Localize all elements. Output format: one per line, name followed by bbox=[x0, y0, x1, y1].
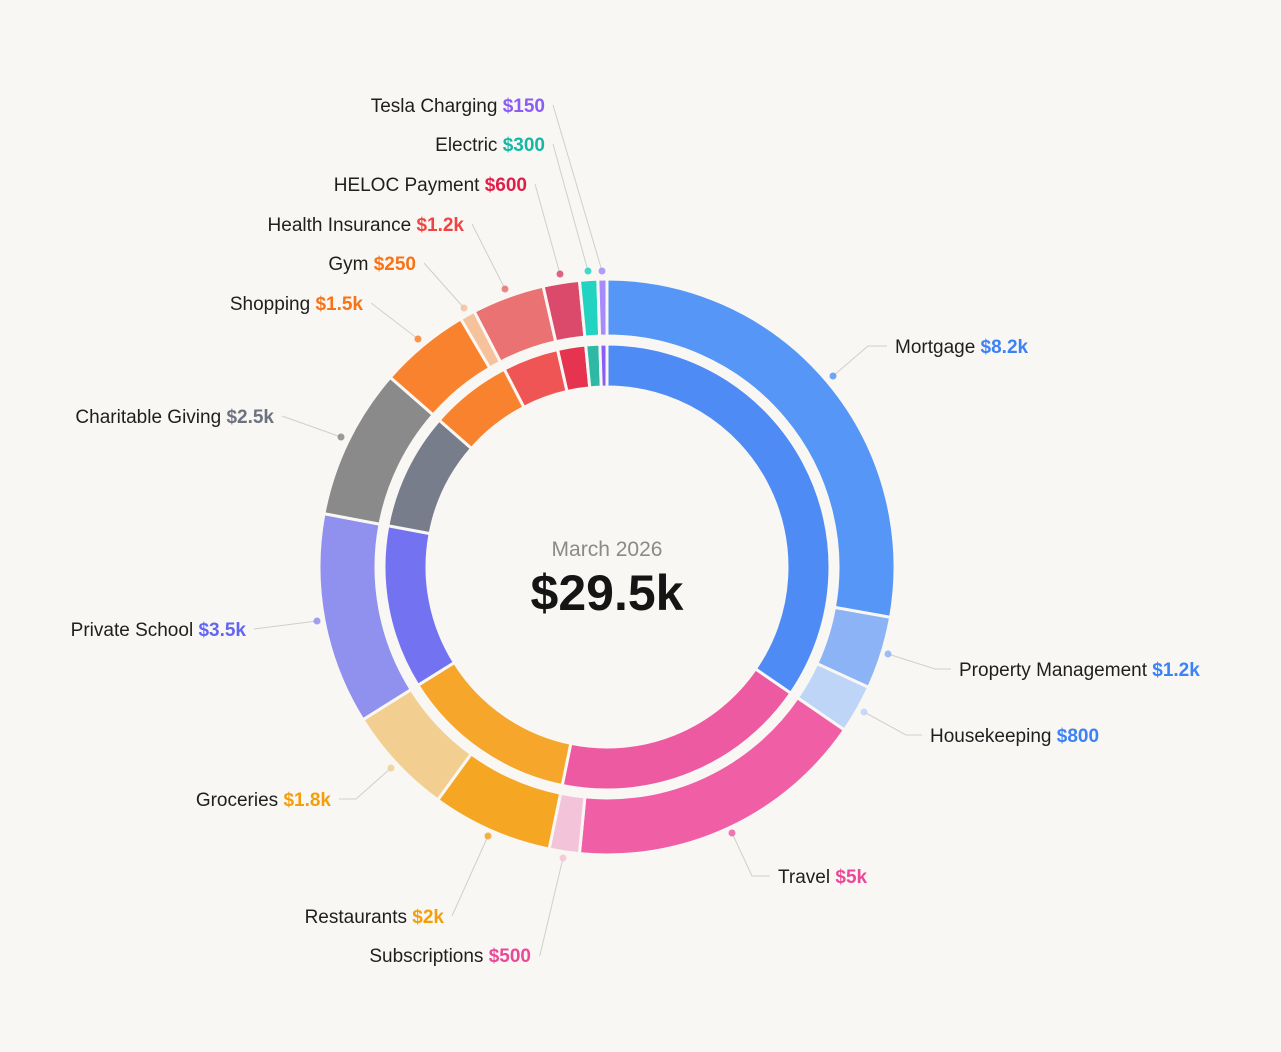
label-restaurants: Restaurants $2k bbox=[305, 907, 445, 928]
label-health-insurance: Health Insurance $1.2k bbox=[268, 215, 465, 236]
leader-line-travel bbox=[731, 832, 770, 877]
leader-dot-private-school bbox=[313, 617, 321, 625]
label-name: Electric bbox=[435, 135, 503, 156]
leader-line-charitable-giving bbox=[281, 415, 342, 438]
label-value: $500 bbox=[489, 946, 531, 967]
label-name: Subscriptions bbox=[369, 946, 488, 967]
leader-dot-electric bbox=[584, 267, 592, 275]
label-groceries: Groceries $1.8k bbox=[196, 790, 332, 811]
label-heloc-payment: HELOC Payment $600 bbox=[334, 175, 527, 196]
outer-slice-tesla-charging[interactable] bbox=[596, 277, 609, 338]
leader-dot-subscriptions bbox=[559, 854, 567, 862]
label-name: Shopping bbox=[230, 294, 316, 315]
label-electric: Electric $300 bbox=[435, 135, 545, 156]
label-value: $150 bbox=[503, 96, 545, 117]
label-shopping: Shopping $1.5k bbox=[230, 294, 364, 315]
leader-dot-groceries bbox=[387, 764, 395, 772]
label-property-management: Property Management $1.2k bbox=[959, 660, 1200, 681]
label-name: HELOC Payment bbox=[334, 175, 485, 196]
label-charitable-giving: Charitable Giving $2.5k bbox=[75, 407, 274, 428]
label-value: $300 bbox=[503, 135, 545, 156]
leader-line-shopping bbox=[370, 302, 419, 340]
label-private-school: Private School $3.5k bbox=[71, 620, 247, 641]
label-value: $5k bbox=[835, 867, 867, 888]
label-name: Health Insurance bbox=[268, 215, 417, 236]
label-subscriptions: Subscriptions $500 bbox=[369, 946, 531, 967]
label-name: Private School bbox=[71, 620, 199, 641]
leader-dot-tesla-charging bbox=[598, 267, 606, 275]
label-name: Gym bbox=[328, 254, 373, 275]
label-value: $250 bbox=[374, 254, 416, 275]
leader-dot-housekeeping bbox=[860, 708, 868, 716]
leader-line-subscriptions bbox=[539, 857, 564, 956]
label-value: $1.2k bbox=[416, 215, 464, 236]
leader-line-heloc-payment bbox=[534, 183, 561, 275]
label-value: $800 bbox=[1057, 726, 1099, 747]
leader-dot-charitable-giving bbox=[337, 433, 345, 441]
leader-dot-travel bbox=[728, 829, 736, 837]
inner-slice-9[interactable] bbox=[598, 342, 609, 389]
leader-dot-shopping bbox=[414, 335, 422, 343]
leader-line-restaurants bbox=[451, 835, 489, 917]
leader-dot-mortgage bbox=[829, 372, 837, 380]
label-value: $1.8k bbox=[283, 790, 331, 811]
leader-line-health-insurance bbox=[471, 223, 506, 290]
label-value: $2.5k bbox=[226, 407, 274, 428]
label-value: $3.5k bbox=[198, 620, 246, 641]
label-name: Housekeeping bbox=[930, 726, 1057, 747]
center-period-label: March 2026 bbox=[552, 538, 663, 561]
label-name: Groceries bbox=[196, 790, 284, 811]
leader-line-property-management bbox=[887, 653, 951, 670]
label-gym: Gym $250 bbox=[328, 254, 416, 275]
label-value: $2k bbox=[412, 907, 444, 928]
label-mortgage: Mortgage $8.2k bbox=[895, 337, 1029, 358]
leader-line-gym bbox=[423, 262, 465, 309]
label-value: $1.5k bbox=[315, 294, 363, 315]
outer-ring bbox=[317, 277, 897, 857]
leader-dot-health-insurance bbox=[501, 285, 509, 293]
label-name: Restaurants bbox=[305, 907, 413, 928]
label-housekeeping: Housekeeping $800 bbox=[930, 726, 1099, 747]
leader-line-groceries bbox=[339, 767, 392, 800]
leader-line-housekeeping bbox=[863, 711, 922, 736]
label-name: Tesla Charging bbox=[371, 96, 503, 117]
inner-ring bbox=[382, 342, 832, 792]
leader-line-private-school bbox=[253, 620, 318, 630]
label-value: $1.2k bbox=[1152, 660, 1200, 681]
leader-dot-heloc-payment bbox=[556, 270, 564, 278]
leader-dot-property-management bbox=[884, 650, 892, 658]
label-travel: Travel $5k bbox=[778, 867, 868, 888]
leader-line-tesla-charging bbox=[552, 104, 603, 272]
label-value: $600 bbox=[485, 175, 527, 196]
leader-line-mortgage bbox=[832, 345, 887, 377]
label-name: Travel bbox=[778, 867, 835, 888]
label-name: Property Management bbox=[959, 660, 1152, 681]
label-value: $8.2k bbox=[981, 337, 1029, 358]
leader-line-electric bbox=[552, 143, 589, 272]
leader-lines bbox=[253, 104, 951, 956]
label-name: Mortgage bbox=[895, 337, 981, 358]
label-tesla-charging: Tesla Charging $150 bbox=[371, 96, 545, 117]
leader-dot-gym bbox=[460, 304, 468, 312]
center-total-value: $29.5k bbox=[531, 565, 684, 621]
label-name: Charitable Giving bbox=[75, 407, 226, 428]
leader-dot-restaurants bbox=[484, 832, 492, 840]
